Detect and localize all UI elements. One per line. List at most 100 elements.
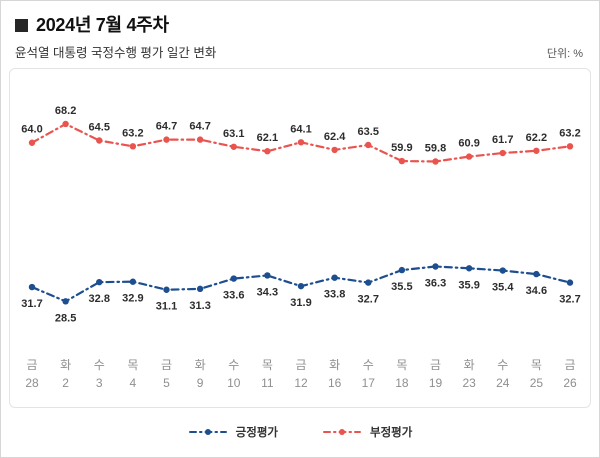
x-axis-label-day: 화 [60, 358, 71, 372]
value-label: 61.7 [492, 134, 513, 146]
value-label: 33.6 [223, 290, 244, 302]
x-axis-label-day: 화 [195, 358, 206, 372]
data-point [264, 148, 271, 155]
data-point [297, 282, 305, 290]
data-point [129, 143, 137, 150]
unit-label: 단위: % [546, 48, 583, 60]
data-point [62, 120, 69, 128]
value-label: 34.3 [257, 286, 278, 298]
x-axis-label-day: 화 [464, 358, 475, 372]
chart-subtitle: 윤석열 대통령 국정수행 평가 일간 변화 [15, 46, 217, 60]
x-axis-label-day: 수 [94, 358, 105, 372]
title-row: 2024년 7월 4주차 [15, 14, 583, 36]
value-label: 33.8 [324, 289, 345, 301]
x-axis-label-date: 9 [197, 376, 204, 390]
value-label: 32.8 [89, 293, 110, 305]
data-point [331, 274, 338, 281]
x-axis-label-date: 5 [163, 376, 170, 390]
value-label: 64.7 [156, 121, 177, 133]
data-point [129, 278, 137, 285]
x-axis-label-date: 23 [462, 376, 476, 390]
legend-item: 부정평가 [322, 424, 412, 440]
x-axis-label-day: 금 [430, 358, 441, 372]
legend-label: 긍정평가 [235, 427, 278, 439]
data-point [163, 286, 170, 293]
data-point [432, 263, 439, 270]
x-axis-label-day: 금 [161, 358, 172, 372]
data-point [398, 266, 406, 274]
x-axis-label-date: 10 [227, 376, 241, 390]
value-label: 68.2 [55, 105, 76, 117]
x-axis-label-date: 4 [130, 376, 137, 390]
data-point [465, 265, 473, 272]
value-label: 62.1 [257, 132, 278, 144]
data-point [566, 143, 574, 150]
data-point [163, 136, 170, 143]
data-point [196, 285, 204, 293]
value-label: 63.2 [559, 127, 580, 139]
value-label: 64.0 [21, 124, 42, 136]
value-label: 62.2 [526, 132, 547, 144]
legend: 긍정평가 부정평가 [1, 408, 599, 440]
value-label: 63.2 [122, 127, 143, 139]
value-label: 59.8 [425, 143, 446, 155]
data-point [566, 279, 574, 286]
x-axis-label-date: 19 [429, 376, 443, 390]
value-label: 64.7 [189, 121, 210, 133]
x-axis-label-day: 목 [396, 358, 407, 372]
legend-dot [339, 429, 345, 435]
x-axis-label-date: 12 [294, 376, 308, 390]
x-axis-label-date: 25 [530, 376, 544, 390]
data-point [398, 157, 406, 165]
data-point [331, 146, 338, 154]
value-label: 31.3 [189, 300, 210, 312]
x-axis-label-date: 17 [362, 376, 376, 390]
value-label: 31.1 [156, 301, 177, 313]
chart-area: 금 28 화 2 수 3 목 4 금 5 화 9 수 10 목 11 금 12 화 16 수 17 목 18 금 19 화 23 수 24… [9, 68, 591, 408]
data-point [297, 139, 305, 146]
x-axis-label-date: 3 [96, 376, 103, 390]
data-point [28, 139, 36, 146]
data-point [28, 283, 36, 291]
data-point [62, 298, 69, 305]
data-point [264, 272, 271, 279]
x-axis-label-date: 18 [395, 376, 409, 390]
x-axis-label-day: 수 [363, 358, 374, 372]
x-axis-label-date: 28 [25, 376, 39, 390]
value-label: 64.5 [89, 122, 110, 134]
data-point [465, 153, 473, 160]
value-label: 62.4 [324, 131, 346, 143]
header: 2024년 7월 4주차 윤석열 대통령 국정수행 평가 일간 변화 단위: % [1, 1, 599, 61]
value-label: 63.1 [223, 128, 244, 140]
square-bullet-icon [15, 18, 28, 32]
page-title: 2024년 7월 4주차 [36, 15, 169, 35]
data-point [499, 267, 506, 274]
x-axis-label-date: 16 [328, 376, 342, 390]
data-point [499, 149, 506, 157]
data-point [96, 278, 103, 286]
value-label: 60.9 [458, 138, 479, 150]
value-label: 34.6 [526, 285, 547, 297]
data-point [432, 158, 439, 165]
x-axis-label-day: 수 [228, 358, 239, 372]
x-axis-label-day: 금 [26, 358, 37, 372]
x-axis-label-date: 24 [496, 376, 510, 390]
value-label: 63.5 [358, 126, 379, 138]
legend-line-icon [323, 429, 361, 435]
data-point [96, 137, 103, 144]
value-label: 31.9 [290, 297, 311, 309]
x-axis-label-day: 목 [531, 358, 542, 372]
data-point [533, 270, 540, 278]
x-axis-label-date: 2 [62, 376, 69, 390]
legend-label: 부정평가 [370, 427, 413, 439]
x-axis-label-day: 수 [497, 358, 508, 372]
data-point [196, 136, 204, 143]
value-label: 31.7 [21, 298, 42, 310]
x-axis-label-day: 목 [127, 358, 138, 372]
data-point [365, 141, 372, 149]
value-label: 32.9 [122, 293, 143, 305]
value-label: 32.7 [559, 294, 580, 306]
legend-item: 긍정평가 [188, 424, 278, 440]
value-label: 28.5 [55, 312, 76, 324]
